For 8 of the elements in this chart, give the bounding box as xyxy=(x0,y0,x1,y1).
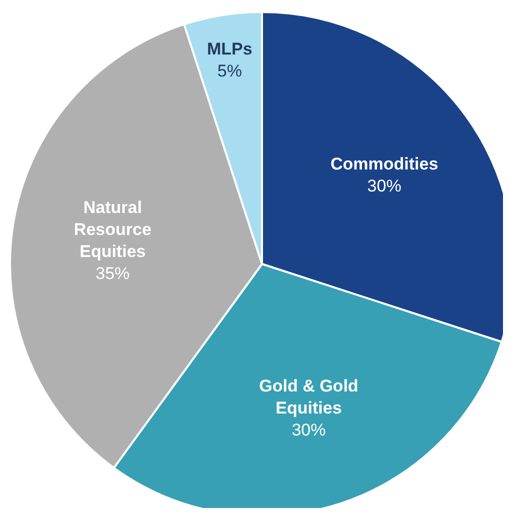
slice-label: Natural Resource Equities xyxy=(74,198,152,261)
data-label: 30% xyxy=(292,420,326,440)
data-label: 30% xyxy=(367,176,402,196)
slice-label: Commodities xyxy=(330,154,438,174)
data-label: 5% xyxy=(217,61,242,80)
data-label: 35% xyxy=(96,264,130,283)
slice-label: Gold & Gold Equities xyxy=(259,376,358,418)
slice-label: MLPs xyxy=(207,39,252,58)
